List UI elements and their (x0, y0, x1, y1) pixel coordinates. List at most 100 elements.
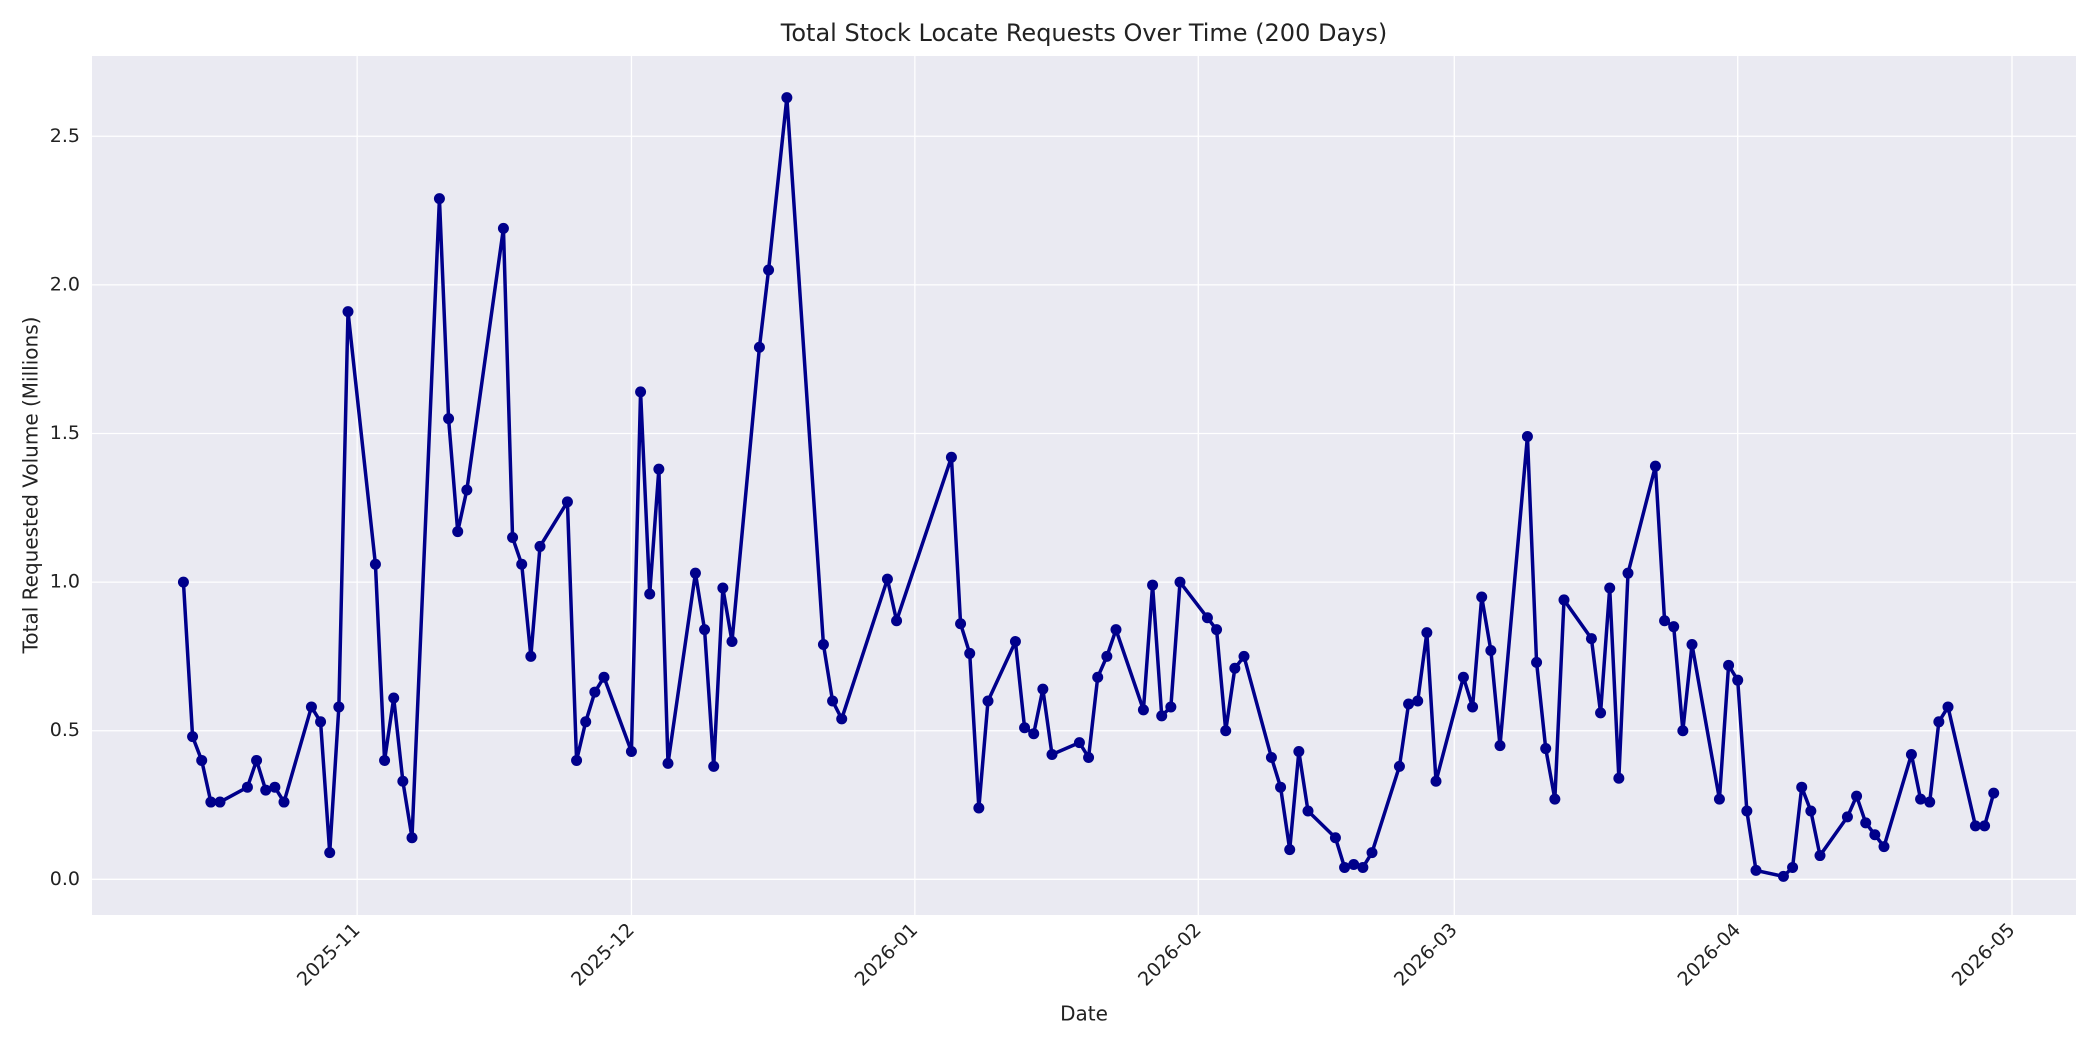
point (662, 757, 674, 769)
point (497, 222, 509, 234)
point (1073, 737, 1085, 749)
y-tick-label: 2.5 (50, 125, 80, 147)
point (305, 701, 317, 713)
point (379, 754, 391, 766)
point (1713, 793, 1725, 805)
point (1686, 639, 1698, 651)
point (1540, 743, 1552, 755)
point (1723, 659, 1735, 671)
point (269, 781, 281, 793)
point (1229, 662, 1241, 674)
point (214, 796, 226, 808)
point (388, 692, 400, 704)
point (589, 686, 601, 698)
point (1412, 695, 1424, 707)
point (1037, 683, 1049, 695)
point (753, 341, 765, 353)
point (1933, 716, 1945, 728)
point (1677, 725, 1689, 737)
point (1101, 650, 1113, 662)
chart-title: Total Stock Locate Requests Over Time (2… (780, 19, 1387, 47)
point (1860, 817, 1872, 829)
point (781, 92, 793, 104)
point (1393, 760, 1405, 772)
point (717, 582, 729, 594)
point (1851, 790, 1863, 802)
point (315, 716, 327, 728)
point (1750, 864, 1762, 876)
point (324, 847, 336, 859)
point (1348, 858, 1360, 870)
x-tick-label: 2025-11 (293, 919, 365, 991)
y-tick-label: 1.5 (50, 422, 80, 444)
point (1092, 671, 1104, 683)
point (1924, 796, 1936, 808)
point (1796, 781, 1808, 793)
point (598, 671, 610, 683)
point (891, 615, 903, 627)
point (1046, 748, 1058, 760)
point (406, 832, 418, 844)
x-axis-label: Date (1060, 1002, 1108, 1026)
point (1732, 674, 1744, 686)
point (1329, 832, 1341, 844)
point (516, 558, 528, 570)
y-axis-label: Total Requested Volume (Millions) (19, 317, 43, 655)
point (625, 746, 637, 758)
point (1110, 624, 1122, 636)
point (1238, 650, 1250, 662)
point (1165, 701, 1177, 713)
point (1595, 707, 1607, 719)
x-tick-label: 2026-01 (851, 919, 923, 991)
point (653, 463, 665, 475)
point (1403, 698, 1415, 710)
point (1613, 772, 1625, 784)
point (433, 193, 445, 205)
point (1878, 841, 1890, 853)
point (1585, 633, 1597, 645)
point (689, 567, 701, 579)
x-tick-label: 2025-12 (567, 919, 639, 991)
point (580, 716, 592, 728)
point (1485, 644, 1497, 656)
point (708, 760, 720, 772)
point (1805, 805, 1817, 817)
point (1841, 811, 1853, 823)
point (177, 576, 189, 588)
point (534, 540, 546, 552)
x-tick-label: 2026-04 (1673, 919, 1745, 991)
point (1137, 704, 1149, 716)
point (571, 754, 583, 766)
point (1558, 594, 1570, 606)
point (1905, 748, 1917, 760)
point (1211, 624, 1223, 636)
point (1430, 775, 1442, 787)
point (1457, 671, 1469, 683)
y-tick-label: 2.0 (50, 273, 80, 295)
x-tick-label: 2026-02 (1134, 919, 1206, 991)
point (973, 802, 985, 814)
point (1979, 820, 1991, 832)
point (1366, 847, 1378, 859)
y-tick-label: 1.0 (50, 571, 80, 593)
point (187, 731, 199, 743)
point (1604, 582, 1616, 594)
point (635, 386, 647, 398)
x-tick-label: 2026-05 (1948, 919, 2020, 991)
point (817, 639, 829, 651)
point (1467, 701, 1479, 713)
point (1421, 627, 1433, 639)
point (726, 636, 738, 648)
point (1741, 805, 1753, 817)
point (1649, 460, 1661, 472)
point (1083, 751, 1095, 763)
point (1494, 740, 1506, 752)
point (699, 624, 711, 636)
point (1265, 751, 1277, 763)
point (1293, 746, 1305, 758)
y-tick-label: 0.0 (50, 868, 80, 890)
point (342, 306, 354, 318)
point (443, 413, 455, 425)
